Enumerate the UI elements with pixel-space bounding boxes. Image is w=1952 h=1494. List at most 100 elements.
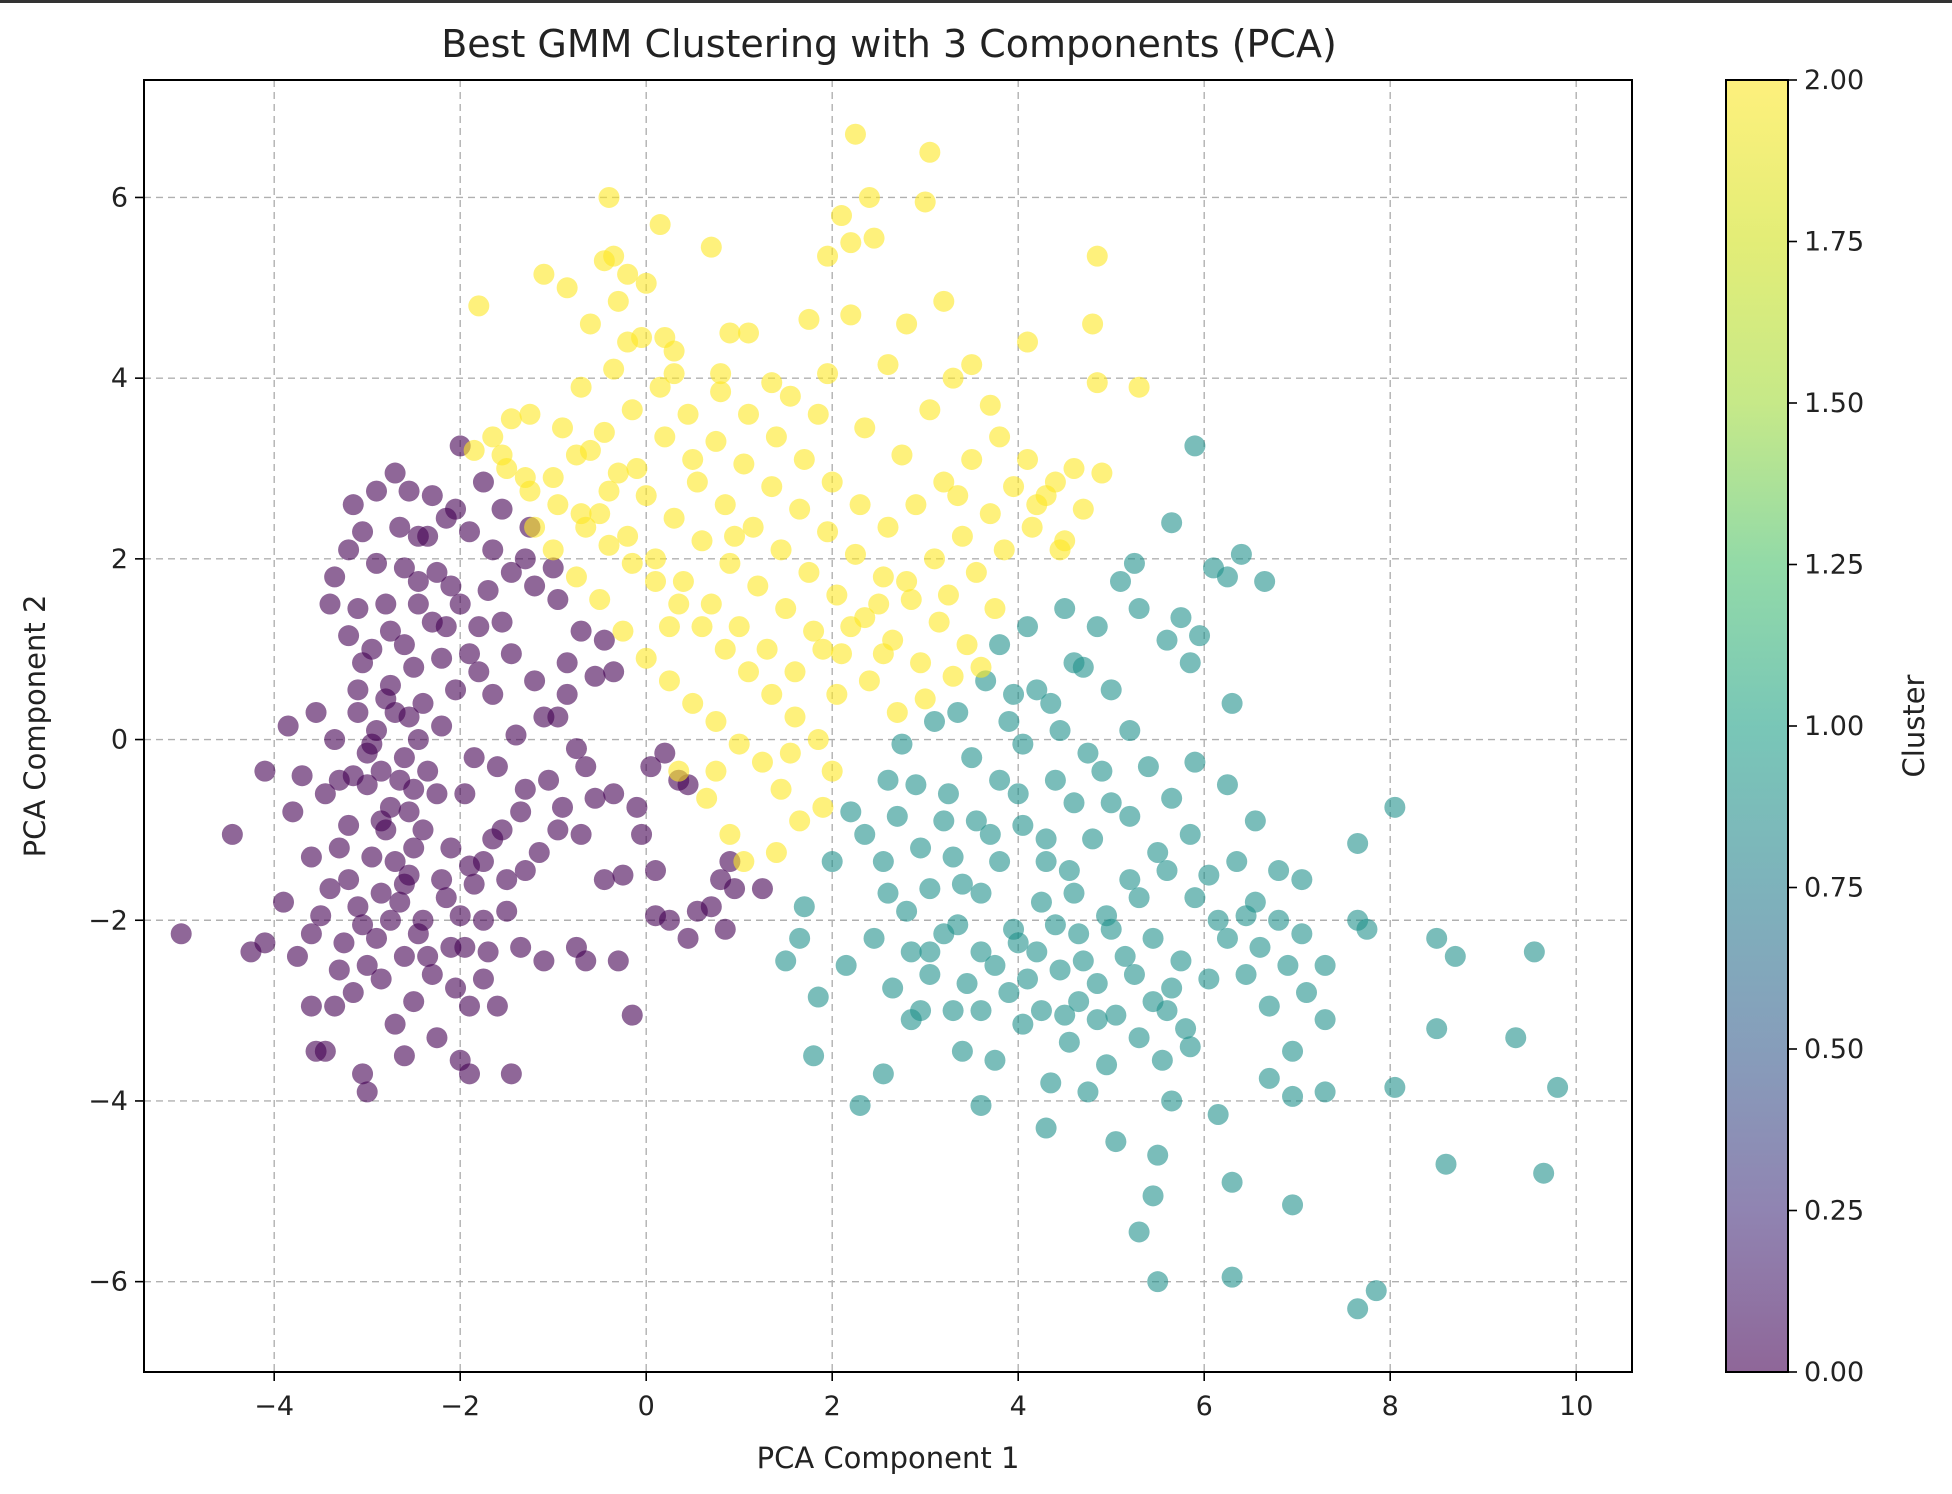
cluster-2-point: [1072, 498, 1094, 520]
cluster-1-point: [1314, 1009, 1336, 1031]
cluster-2-point: [724, 525, 746, 547]
cluster-2-point: [779, 385, 801, 407]
cluster-0-point: [570, 620, 592, 642]
cluster-2-point: [635, 647, 657, 669]
cluster-0-point: [421, 611, 443, 633]
cluster-2-point: [831, 643, 852, 665]
cluster-2-point: [631, 326, 653, 348]
cluster-0-point: [482, 683, 504, 705]
cluster-0-point: [654, 742, 676, 764]
cluster-2-point: [1128, 376, 1150, 398]
cluster-0-point: [417, 760, 439, 782]
cluster-2-point: [649, 376, 671, 398]
cluster-1-point: [1077, 742, 1099, 764]
cluster-1-point: [1282, 1085, 1304, 1107]
cluster-0-point: [459, 643, 480, 665]
cluster-0-point: [407, 923, 429, 945]
cluster-0-point: [658, 909, 680, 931]
cluster-2-point: [765, 841, 787, 863]
cluster-1-point: [1003, 683, 1025, 705]
cluster-1-point: [1035, 1117, 1057, 1139]
x-tick-label: 4: [1010, 1391, 1027, 1422]
cluster-1-point: [1175, 1018, 1197, 1040]
cluster-2-point: [933, 290, 955, 312]
cluster-1-point: [1170, 607, 1192, 629]
cluster-0-point: [403, 778, 425, 800]
cluster-1-point: [1044, 914, 1066, 936]
cluster-0-point: [477, 941, 499, 963]
cluster-1-point: [1035, 828, 1057, 850]
cluster-1-point: [1030, 891, 1052, 913]
cluster-2-point: [1054, 530, 1076, 552]
cluster-2-point: [1026, 494, 1048, 516]
cluster-0-point: [575, 950, 597, 972]
cluster-1-point: [1156, 1000, 1178, 1022]
cluster-1-point: [1161, 1090, 1183, 1112]
cluster-2-point: [840, 232, 862, 254]
cluster-2-point: [784, 706, 806, 728]
cluster-2-point: [719, 552, 741, 574]
cluster-0-point: [407, 729, 429, 751]
cluster-1-point: [1314, 954, 1336, 976]
cluster-2-point: [951, 525, 973, 547]
cluster-1-point: [1291, 869, 1313, 891]
x-axis-ticks: −4 −2 0 2 4 6 8 10: [254, 1372, 1593, 1422]
colorbar-tick-label: 0.75: [1804, 873, 1864, 904]
cluster-2-point: [979, 503, 1001, 525]
cluster-0-point: [384, 1013, 406, 1035]
cluster-0-point: [556, 683, 578, 705]
cluster-0-point: [286, 945, 308, 967]
cluster-0-point: [500, 561, 522, 583]
cluster-2-point: [775, 598, 797, 620]
cluster-1-point: [998, 982, 1020, 1004]
cluster-0-point: [468, 661, 490, 683]
cluster-0-point: [300, 923, 322, 945]
cluster-1-point: [1505, 1027, 1527, 1049]
cluster-1-point: [775, 950, 797, 972]
cluster-0-point: [514, 548, 536, 570]
cluster-1-point: [1063, 792, 1085, 814]
cluster-0-point: [445, 679, 467, 701]
cluster-1-point: [1161, 977, 1183, 999]
cluster-1-point: [1314, 1081, 1336, 1103]
cluster-2-point: [565, 566, 587, 588]
cluster-0-point: [472, 909, 494, 931]
cluster-0-point: [347, 679, 369, 701]
cluster-2-point: [491, 444, 513, 466]
cluster-1-point: [1179, 823, 1201, 845]
cluster-2-point: [817, 363, 839, 385]
cluster-2-point: [738, 661, 759, 683]
cluster-2-point: [877, 516, 899, 538]
cluster-2-point: [714, 638, 736, 660]
cluster-0-point: [463, 873, 485, 895]
cluster-1-point: [1040, 1072, 1062, 1094]
cluster-1-point: [910, 837, 932, 859]
colorbar-tick-label: 1.75: [1804, 227, 1864, 258]
cluster-0-point: [538, 769, 560, 791]
cluster-2-point: [910, 652, 932, 674]
grid-lines: [144, 80, 1632, 1372]
cluster-0-point: [342, 982, 364, 1004]
cluster-0-point: [407, 570, 429, 592]
cluster-0-point: [366, 552, 387, 574]
cluster-2-point: [826, 584, 848, 606]
cluster-2-point: [682, 448, 704, 470]
cluster-0-point: [393, 945, 415, 967]
cluster-1-point: [1026, 679, 1048, 701]
cluster-0-point: [565, 738, 587, 760]
cluster-2-point: [598, 186, 620, 208]
cluster-2-point: [961, 354, 983, 376]
x-tick-label: 0: [638, 1391, 655, 1422]
cluster-0-point: [603, 783, 625, 805]
cluster-0-point: [482, 828, 504, 850]
y-tick-label: 4: [111, 363, 128, 394]
cluster-1-point: [1105, 1131, 1127, 1153]
cluster-1-point: [877, 882, 899, 904]
cluster-2-point: [645, 570, 666, 592]
cluster-2-point: [854, 417, 876, 439]
cluster-0-point: [347, 701, 369, 723]
cluster-1-point: [803, 1045, 825, 1067]
cluster-1-point: [1017, 968, 1038, 990]
x-axis-label: PCA Component 1: [757, 1441, 1020, 1475]
